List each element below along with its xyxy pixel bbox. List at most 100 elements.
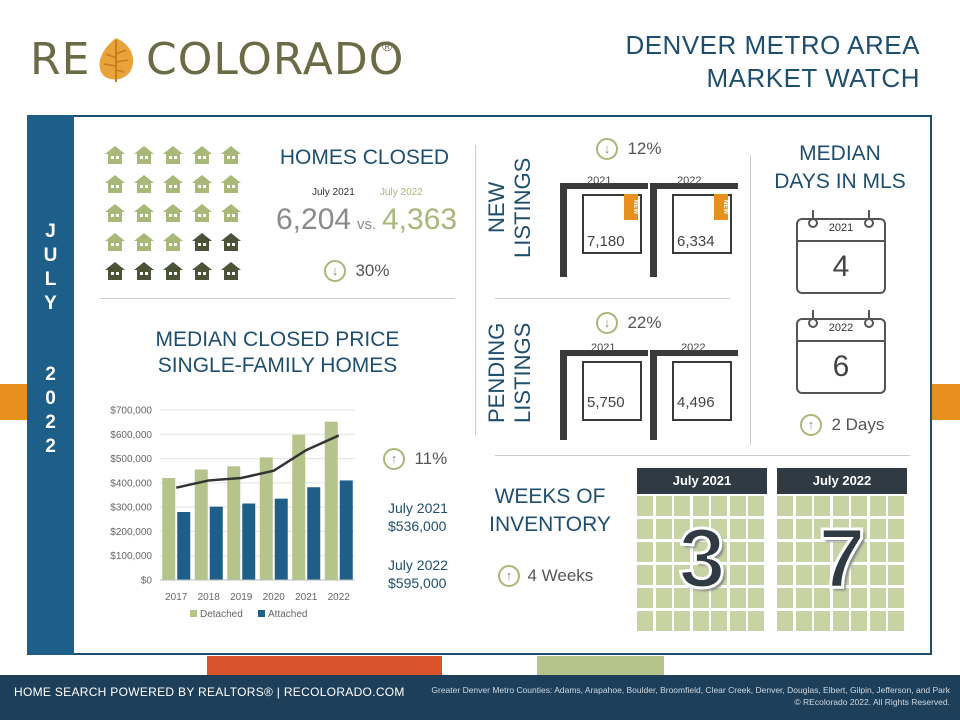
weeks-header-2022: July 2022 <box>777 468 907 494</box>
y-tick-label: $300,000 <box>110 503 152 514</box>
house-icon <box>221 233 241 251</box>
x-tick-label: 2022 <box>328 592 351 603</box>
month-letter: J <box>45 221 56 242</box>
calendar-cell <box>851 542 867 562</box>
house-icon <box>163 146 183 164</box>
pending-listings-value-2021: 5,750 <box>587 394 625 411</box>
house-icon <box>105 262 125 280</box>
calendar-cell <box>655 519 672 539</box>
month-bar: J U L Y 2 0 2 2 <box>27 115 74 655</box>
price-chart: $0 $100,000 $200,000 $300,000 $400,000 $500,0… <box>110 406 355 620</box>
house-icon <box>134 262 154 280</box>
calendar-cell <box>832 542 849 562</box>
pending-listings-value-2022: 4,496 <box>677 394 715 411</box>
new-listings-year-2022: 2022 <box>677 175 702 187</box>
divider <box>475 145 476 435</box>
weeks-title-line-2: INVENTORY <box>489 513 611 536</box>
calendar-cell <box>729 542 746 562</box>
price-change-value: 11% <box>414 449 448 468</box>
calendar-cell <box>832 519 849 539</box>
calendar-cell <box>748 542 764 562</box>
days-title-line-2: DAYS IN MLS <box>774 170 906 193</box>
price-value-2022: $595,000 <box>388 575 447 591</box>
house-icon <box>134 233 154 251</box>
calendar-cell <box>869 565 886 585</box>
footer-counties: Greater Denver Metro Counties: Adams, Ar… <box>431 684 950 708</box>
green-accent-bar <box>537 656 664 675</box>
weeks-value-2021: 3 <box>677 510 727 607</box>
house-icon <box>105 233 125 251</box>
calendar-cell <box>832 611 849 631</box>
weeks-grid <box>637 496 767 636</box>
calendar-cell <box>888 565 904 585</box>
house-icon <box>134 175 154 193</box>
calendar-cell <box>711 565 727 585</box>
bar-attached <box>307 487 321 580</box>
month-letter: Y <box>44 293 57 314</box>
year-digits: 2 0 2 2 <box>27 363 74 459</box>
calendar-cell <box>692 611 709 631</box>
calendar-cell <box>637 542 653 562</box>
new-listings-year-2021: 2021 <box>587 175 612 187</box>
calendar-cell <box>777 611 793 631</box>
y-tick-label: $600,000 <box>110 430 152 441</box>
new-listings-value-2021: 7,180 <box>587 233 625 250</box>
pending-listings-change: ↓ 22% <box>596 312 661 334</box>
pending-listings-change-value: 22% <box>627 313 662 332</box>
calendar-cell <box>851 565 867 585</box>
month-letter: U <box>43 245 58 266</box>
calendar-cell <box>814 542 830 562</box>
divider <box>750 155 751 445</box>
footer-counties-line: Greater Denver Metro Counties: Adams, Ar… <box>431 685 950 695</box>
calendar-cell <box>777 565 793 585</box>
pending-listings-year-2021: 2021 <box>591 342 616 354</box>
calendar-cell <box>869 611 886 631</box>
house-icon <box>105 175 125 193</box>
calendar-cell <box>777 588 793 608</box>
house-icon <box>192 204 212 222</box>
legend-swatch-attached <box>258 610 265 617</box>
calendar-cell <box>814 565 830 585</box>
calendar-cell <box>869 496 886 516</box>
weeks-change: ↑ 4 Weeks <box>498 565 593 587</box>
month-letter: L <box>44 269 57 290</box>
calendar-cell <box>748 565 764 585</box>
calendar-cell <box>888 588 904 608</box>
footer-link-text[interactable]: HOME SEARCH POWERED BY REALTORS® | RECOL… <box>14 685 405 699</box>
pending-listings-year-2022: 2022 <box>681 342 706 354</box>
calendar-cell <box>655 496 672 516</box>
line-series <box>175 434 340 489</box>
bar-attached <box>242 503 256 580</box>
bar-detached <box>324 421 338 580</box>
calendar-cell <box>674 565 690 585</box>
house-icon <box>163 175 183 193</box>
calendar-cell <box>729 496 746 516</box>
calendar-cell <box>795 496 812 516</box>
logo-text-re: RE <box>30 34 91 85</box>
x-tick-label: 2019 <box>230 592 253 603</box>
calendar-cell <box>888 496 904 516</box>
calendar-cell <box>869 542 886 562</box>
calendar-cell <box>637 519 653 539</box>
days-change: ↑ 2 Days <box>800 414 884 436</box>
calendar-cell <box>777 519 793 539</box>
bar-detached <box>194 469 208 580</box>
house-icon <box>163 262 183 280</box>
pending-listings-title: PENDING LISTINGS <box>484 315 536 430</box>
x-tick-label: 2021 <box>295 592 318 603</box>
calendar-cell <box>729 519 746 539</box>
pending-listings-sign-2021: 2021 5,750 <box>560 342 650 440</box>
calendar-cell <box>674 542 690 562</box>
calendar-cell <box>814 519 830 539</box>
calendar-cell <box>851 496 867 516</box>
recolorado-logo: RE COLORADO ® <box>30 30 403 92</box>
house-icon <box>134 146 154 164</box>
calendar-cell <box>729 588 746 608</box>
calendar-cell <box>692 519 709 539</box>
weeks-title-line-1: WEEKS OF <box>494 485 606 508</box>
calendar-cell <box>795 565 812 585</box>
calendar-cell <box>851 519 867 539</box>
days-year-2022: 2022 <box>828 322 854 334</box>
homes-closed-change-value: 30% <box>355 261 390 280</box>
house-icon <box>163 204 183 222</box>
